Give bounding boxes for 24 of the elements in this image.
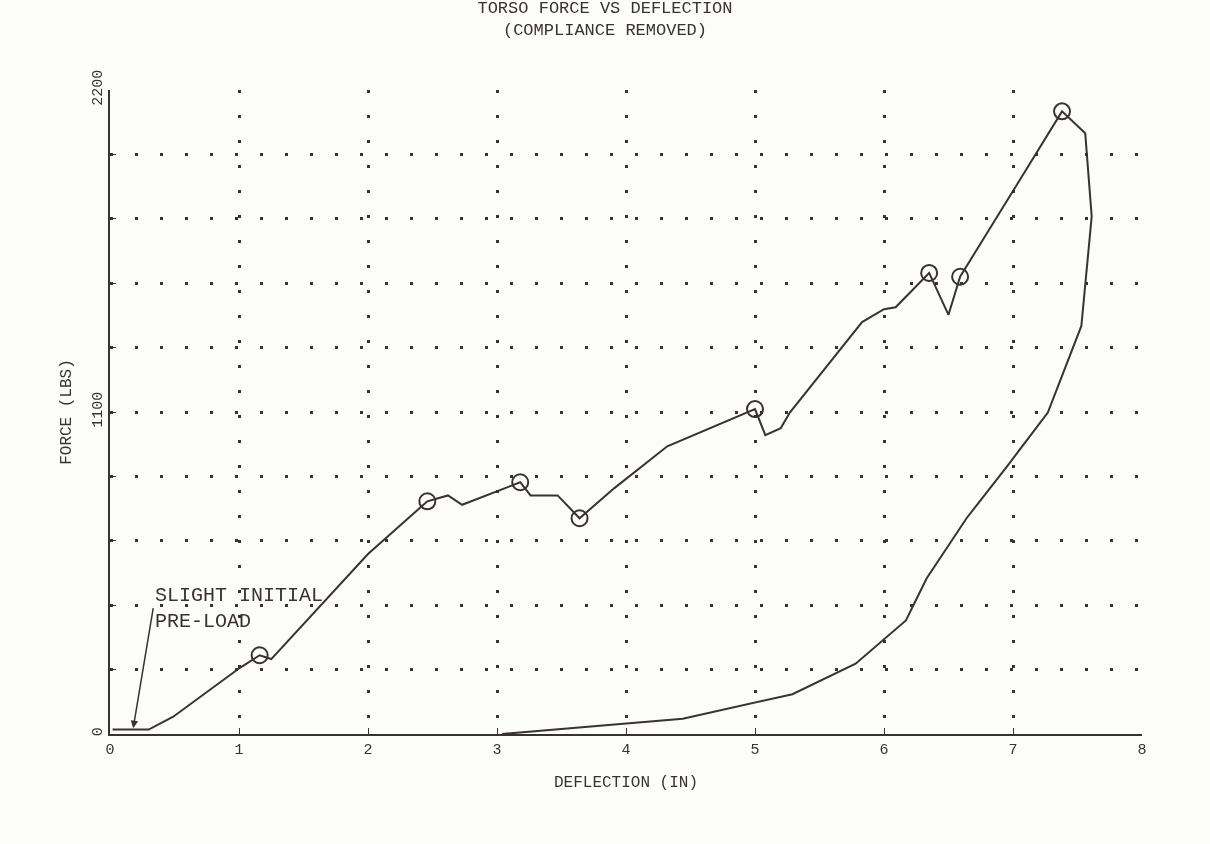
- y-tick-label: 0: [90, 727, 107, 737]
- point: [951, 267, 970, 286]
- point: [511, 473, 530, 492]
- x-axis-title: DEFLECTION (IN): [553, 774, 699, 793]
- x-tick-label: 5: [750, 742, 760, 759]
- x-tick-label: 4: [621, 742, 631, 759]
- x-tick-label: 3: [492, 742, 502, 759]
- y-tick-label: 1100: [90, 391, 107, 428]
- point: [250, 646, 269, 665]
- y-tick-label: 2200: [90, 69, 107, 106]
- x-tick-label: 8: [1137, 742, 1147, 759]
- annotation: SLIGHT INITIAL PRE-LOAD: [155, 584, 324, 633]
- chart-subtitle: (COMPLIANCE REMOVED): [502, 20, 708, 40]
- point: [746, 400, 764, 419]
- chart-title: TORSO FORCE VS DEFLECTION: [477, 0, 733, 18]
- point: [920, 263, 939, 282]
- x-tick-label: 2: [363, 742, 373, 759]
- point: [418, 492, 437, 511]
- y-axis-title: FORCE (LBS): [58, 359, 77, 465]
- x-tick-label: 6: [879, 742, 889, 759]
- point: [570, 509, 589, 528]
- point: [1053, 102, 1072, 121]
- x-tick-label: 7: [1008, 742, 1018, 759]
- x-tick-label: 1: [234, 742, 244, 759]
